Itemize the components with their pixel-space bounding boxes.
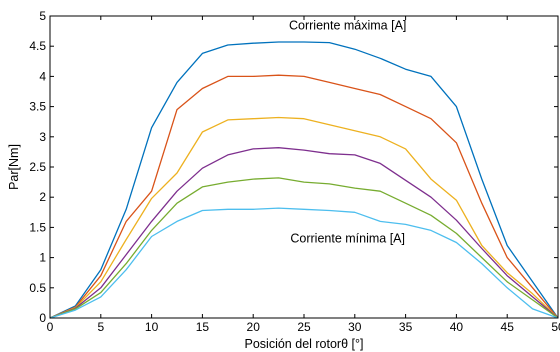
y-tick-label: 3.5 bbox=[29, 100, 46, 114]
annotation-min-current: Corriente mínima [A] bbox=[290, 232, 405, 246]
series-line-6 bbox=[49, 207, 559, 319]
x-tick-label: 20 bbox=[247, 320, 261, 334]
x-tick-label: 35 bbox=[399, 320, 413, 334]
y-tick-label: 0.5 bbox=[29, 281, 46, 295]
y-axis-ticks: 0 0.5 1 1.5 2 2.5 3 3.5 4 4.5 5 bbox=[29, 9, 558, 325]
y-tick-label: 4 bbox=[39, 69, 46, 83]
series-line-4 bbox=[49, 147, 559, 319]
axes-frame bbox=[49, 15, 559, 319]
series-line-3 bbox=[49, 116, 559, 319]
y-tick-label: 5 bbox=[39, 9, 46, 23]
y-tick-label: 2 bbox=[39, 190, 46, 204]
x-tick-label: 0 bbox=[47, 320, 54, 334]
x-tick-label: 5 bbox=[97, 320, 104, 334]
y-axis-label: Par[Nm] bbox=[7, 144, 21, 190]
x-tick-label: 50 bbox=[551, 320, 560, 334]
y-tick-label: 4.5 bbox=[29, 39, 46, 53]
x-tick-label: 30 bbox=[348, 320, 362, 334]
x-axis-ticks: 0 5 10 15 20 25 30 35 40 45 50 bbox=[47, 16, 560, 334]
y-tick-label: 2.5 bbox=[29, 160, 46, 174]
annotation-max-current: Corriente máxima [A] bbox=[289, 18, 406, 32]
y-tick-label: 0 bbox=[39, 311, 46, 325]
y-tick-label: 3 bbox=[39, 130, 46, 144]
y-tick-label: 1 bbox=[39, 251, 46, 265]
x-tick-label: 15 bbox=[196, 320, 210, 334]
x-tick-label: 45 bbox=[501, 320, 515, 334]
series-line-1 bbox=[49, 41, 559, 319]
series-layer bbox=[49, 41, 559, 319]
axes-box bbox=[49, 15, 559, 319]
y-tick-label: 1.5 bbox=[29, 220, 46, 234]
x-tick-label: 10 bbox=[145, 320, 159, 334]
series-line-2 bbox=[49, 74, 559, 319]
x-tick-label: 25 bbox=[297, 320, 311, 334]
series-line-5 bbox=[49, 177, 559, 319]
x-axis-label: Posición del rotorθ [°] bbox=[245, 337, 364, 351]
x-tick-label: 40 bbox=[450, 320, 464, 334]
